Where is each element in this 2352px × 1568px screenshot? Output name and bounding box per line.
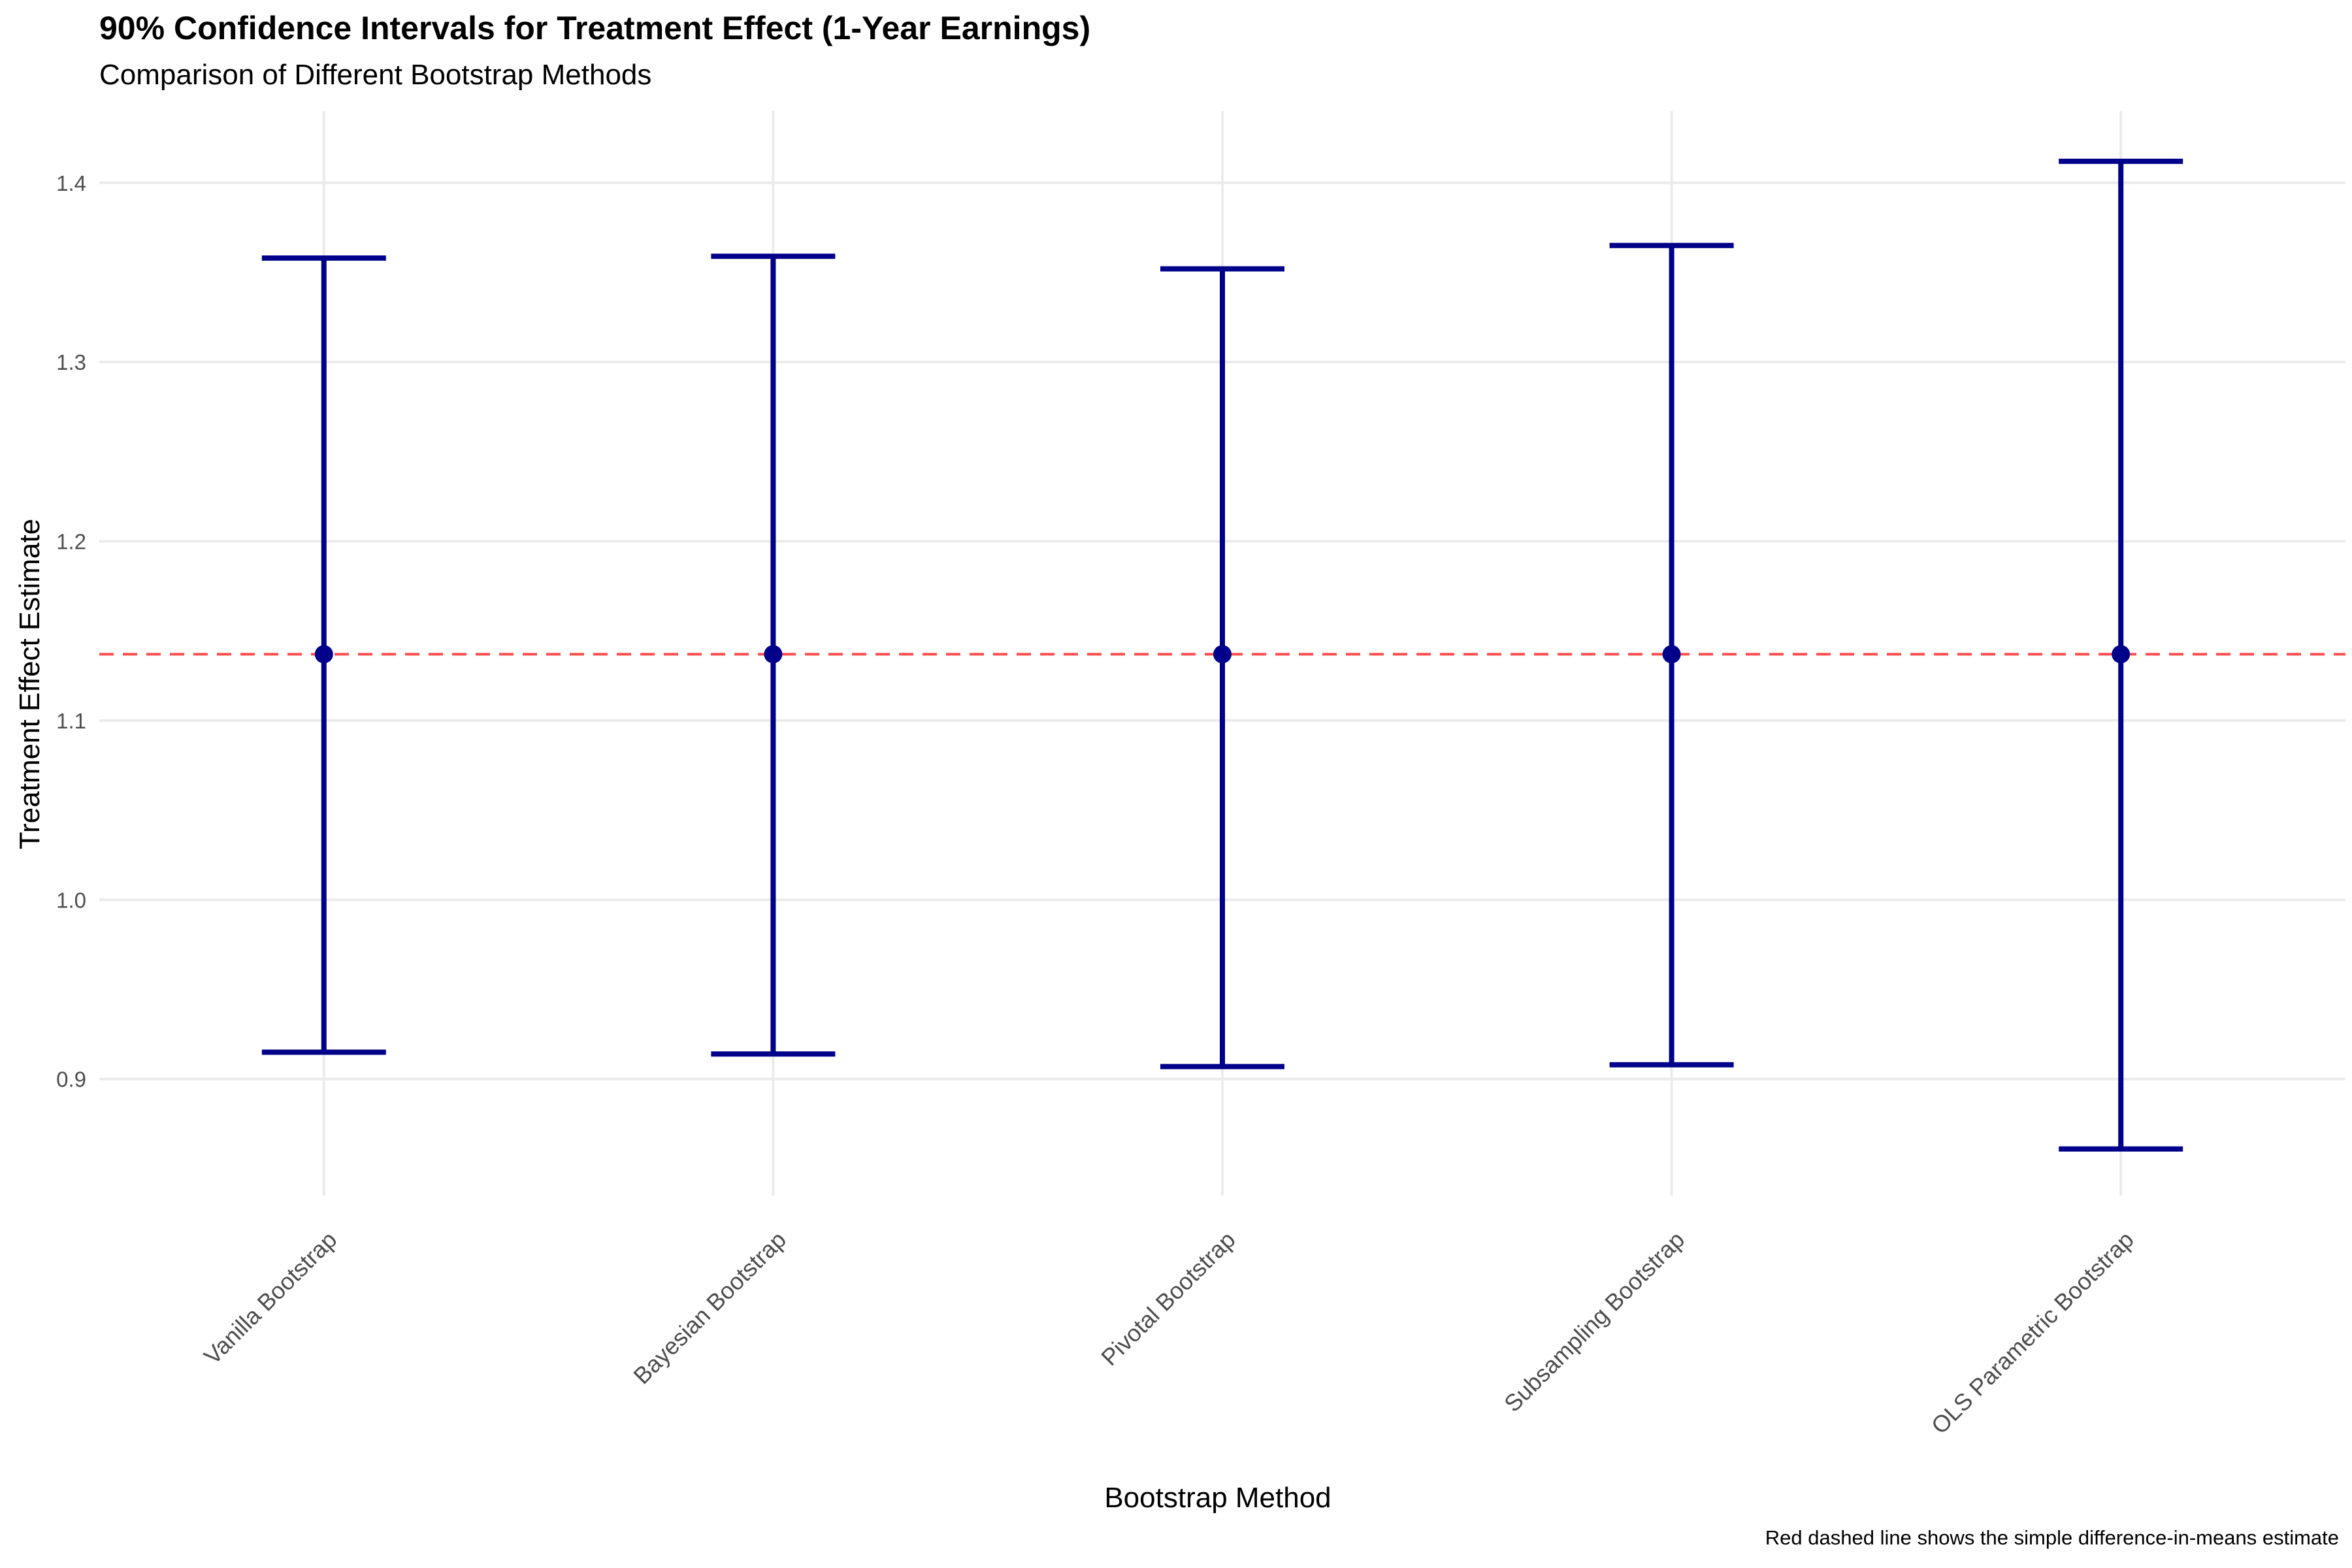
x-tick-label: OLS Parametric Bootstrap	[1926, 1226, 2139, 1439]
chart-title: 90% Confidence Intervals for Treatment E…	[99, 10, 1091, 46]
chart-subtitle: Comparison of Different Bootstrap Method…	[99, 59, 652, 91]
x-tick-label: Subsampling Bootstrap	[1499, 1226, 1690, 1417]
x-tick-label: Vanilla Bootstrap	[199, 1226, 342, 1370]
x-axis-label: Bootstrap Method	[1104, 1482, 1331, 1514]
y-tick-label: 0.9	[56, 1068, 86, 1092]
estimate-point	[2112, 645, 2131, 664]
estimate-point	[1662, 645, 1681, 664]
x-tick-label: Bayesian Bootstrap	[628, 1226, 791, 1390]
x-tick-label: Pivotal Bootstrap	[1096, 1226, 1240, 1371]
estimate-point	[764, 645, 783, 664]
y-tick-label: 1.1	[56, 709, 86, 733]
y-tick-label: 1.0	[56, 888, 86, 912]
y-tick-label: 1.4	[56, 171, 86, 195]
chart-caption: Red dashed line shows the simple differe…	[1765, 1526, 2339, 1549]
y-tick-label: 1.2	[56, 530, 86, 554]
y-axis-label: Treatment Effect Estimate	[14, 518, 46, 850]
estimate-point	[1213, 645, 1232, 664]
estimate-point	[314, 645, 333, 664]
y-tick-label: 1.3	[56, 350, 86, 374]
